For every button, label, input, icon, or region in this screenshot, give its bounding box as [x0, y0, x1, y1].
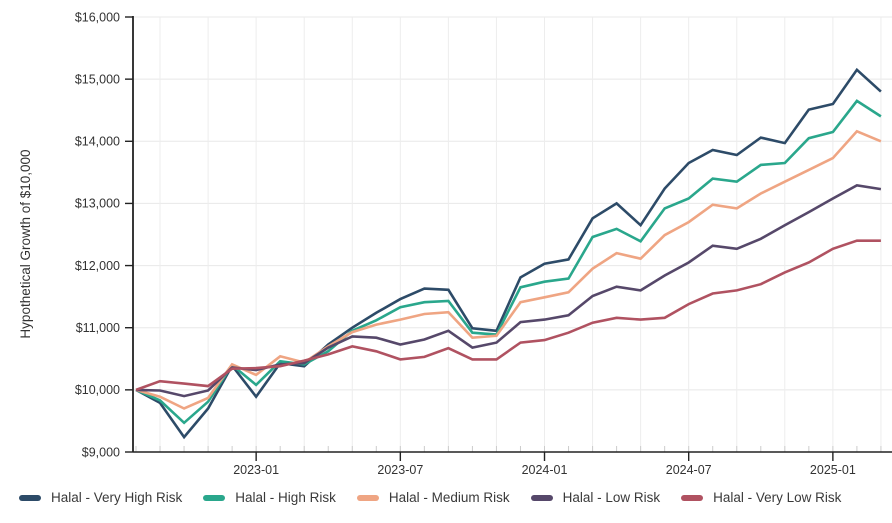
x-tick-label: 2023-01: [233, 463, 279, 477]
y-tick-label: $15,000: [75, 72, 120, 86]
legend-swatch-icon: [203, 494, 226, 501]
legend-swatch-icon: [356, 494, 379, 501]
legend-item-low-risk[interactable]: Halal - Low Risk: [530, 490, 661, 505]
series-line-halal-low-risk: [135, 184, 882, 398]
legend-item-high-risk[interactable]: Halal - High Risk: [203, 490, 336, 505]
axes: [132, 16, 892, 453]
legend-swatch-icon: [681, 494, 704, 501]
y-tick-label: $12,000: [75, 259, 120, 273]
legend-label: Halal - High Risk: [235, 490, 336, 505]
chart-area: $9,000 $10,000 $11,000 $12,000 $13,000 $14,00…: [18, 10, 892, 477]
series-lines: [135, 67, 882, 440]
legend-label: Halal - Very High Risk: [51, 490, 183, 505]
x-tick-label: 2023-07: [377, 463, 423, 477]
series-line-halal-very-low-risk: [135, 239, 881, 392]
legend-swatch-icon: [530, 494, 553, 501]
x-tick-label: 2025-01: [810, 463, 856, 477]
legend-swatch-icon: [19, 494, 41, 501]
y-tick-label: $14,000: [75, 135, 120, 149]
gridlines: [134, 16, 892, 452]
x-axis-ticks-labels: 2023-01 2023-07 2024-01 2024-07 2025-01: [233, 452, 856, 477]
growth-chart: $9,000 $10,000 $11,000 $12,000 $13,000 $14,00…: [18, 10, 892, 477]
legend-label: Halal - Medium Risk: [388, 490, 510, 505]
legend-label: Halal - Very Low Risk: [713, 490, 842, 505]
y-tick-label: $9,000: [82, 445, 120, 459]
series-line-halal-very-high-risk: [135, 67, 882, 440]
y-axis-ticks-labels: $9,000 $10,000 $11,000 $12,000 $13,000 $14,00…: [75, 10, 133, 459]
y-tick-label: $11,000: [76, 321, 120, 335]
chart-legend: Halal - Very High Risk Halal - High Risk…: [0, 490, 892, 505]
legend-label: Halal - Low Risk: [562, 490, 661, 505]
y-tick-label: $13,000: [75, 197, 120, 211]
series-line-halal-high-risk: [135, 99, 882, 425]
minor-ticks: [135, 446, 882, 452]
series-line-halal-medium-risk: [135, 129, 882, 410]
y-axis-title: Hypothetical Growth of $10,000: [18, 149, 33, 338]
x-tick-label: 2024-01: [522, 463, 568, 477]
legend-item-very-high-risk[interactable]: Halal - Very High Risk: [19, 490, 182, 505]
legend-item-medium-risk[interactable]: Halal - Medium Risk: [356, 490, 510, 505]
x-tick-label: 2024-07: [666, 463, 712, 477]
y-tick-label: $16,000: [75, 10, 120, 24]
legend-item-very-low-risk[interactable]: Halal - Very Low Risk: [681, 490, 841, 505]
y-tick-label: $10,000: [75, 383, 120, 397]
